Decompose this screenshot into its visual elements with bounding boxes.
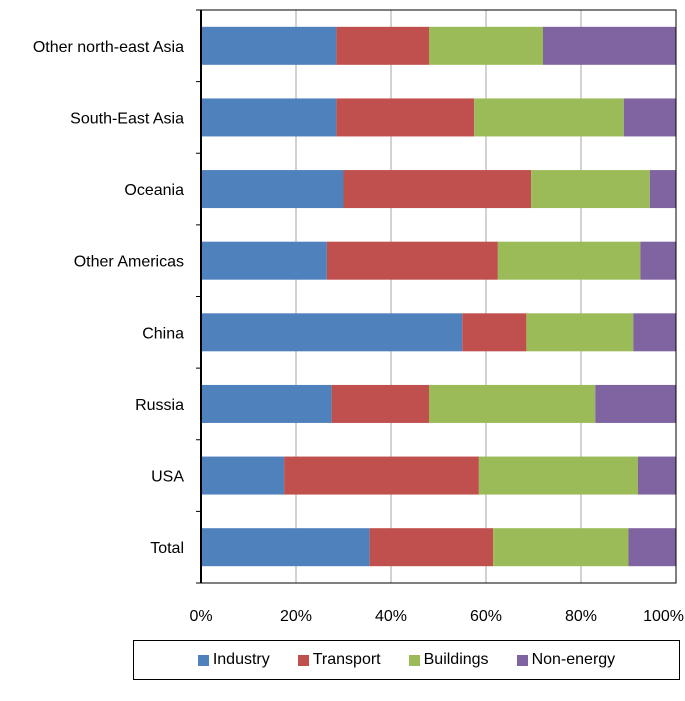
legend: Industry Transport Buildings Non-energy: [133, 640, 680, 680]
bar-industry: [201, 456, 285, 495]
bar-transport: [369, 528, 494, 567]
bar-transport: [331, 384, 429, 423]
bar-buildings: [478, 456, 638, 495]
bar-non-energy: [543, 26, 676, 65]
bar-buildings: [474, 98, 624, 137]
x-tick-labels: 0% 20% 40% 60% 80% 100%: [189, 608, 684, 625]
axes: [196, 9, 677, 584]
bar-industry: [201, 241, 327, 280]
bar-buildings: [531, 170, 650, 209]
bar-buildings: [526, 313, 634, 352]
bars: [201, 26, 676, 567]
bar-transport: [462, 313, 527, 352]
category-label: Other Americas: [74, 254, 184, 271]
bar-transport: [343, 170, 532, 209]
legend-swatch: [297, 654, 309, 666]
legend-label: Transport: [312, 651, 381, 668]
bar-industry: [201, 26, 337, 65]
legend-item: Transport: [297, 651, 381, 669]
x-tick-label: 20%: [280, 608, 312, 625]
x-tick-label: 80%: [565, 608, 597, 625]
bar-transport: [336, 98, 475, 137]
bar-non-energy: [595, 384, 676, 423]
bar-transport: [284, 456, 479, 495]
bar-buildings: [429, 384, 596, 423]
category-label: Total: [150, 540, 184, 557]
bar-transport: [336, 26, 429, 65]
category-label: Oceania: [124, 182, 184, 199]
category-labels: Total USA Russia China Other Americas Oceania…: [33, 39, 185, 557]
legend-item: Industry: [197, 651, 270, 669]
x-tick-label: 0%: [189, 608, 212, 625]
legend-swatch: [516, 654, 528, 666]
x-tick-label: 60%: [470, 608, 502, 625]
plot-border: [200, 9, 677, 584]
bar-industry: [201, 528, 370, 567]
bar-industry: [201, 384, 332, 423]
legend-swatch: [408, 654, 420, 666]
bar-buildings: [493, 528, 629, 567]
bar-industry: [201, 313, 463, 352]
category-label: China: [142, 325, 184, 342]
legend-item: Buildings: [408, 651, 489, 669]
bar-non-energy: [649, 170, 676, 209]
gridlines: [295, 10, 677, 583]
bar-industry: [201, 170, 344, 209]
bar-transport: [326, 241, 498, 280]
bar-non-energy: [628, 528, 676, 567]
x-tick-label: 100%: [643, 608, 684, 625]
bar-industry: [201, 98, 337, 137]
bar-non-energy: [640, 241, 676, 280]
category-label: Russia: [135, 397, 184, 414]
legend-swatch: [197, 654, 209, 666]
bar-buildings: [429, 26, 543, 65]
category-label: USA: [151, 469, 184, 486]
bar-non-energy: [623, 98, 676, 137]
legend-item: Non-energy: [516, 651, 616, 669]
legend-label: Buildings: [423, 651, 489, 668]
bar-non-energy: [638, 456, 676, 495]
category-label: South-East Asia: [70, 110, 184, 127]
category-label: Other north-east Asia: [33, 39, 184, 56]
bar-non-energy: [633, 313, 676, 352]
bar-buildings: [497, 241, 641, 280]
legend-label: Non-energy: [531, 651, 616, 668]
x-tick-label: 40%: [375, 608, 407, 625]
legend-label: Industry: [212, 651, 270, 668]
